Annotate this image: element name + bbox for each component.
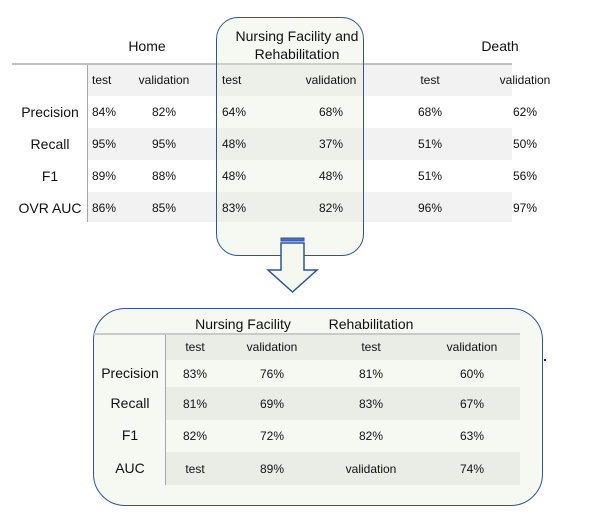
row-label: Precision <box>101 364 159 381</box>
row-label: AUC <box>115 459 145 476</box>
table-cell: 89% <box>259 461 285 476</box>
group-header-nursing: Nursing Facility <box>195 316 291 332</box>
row-band <box>166 452 520 485</box>
table-cell: test <box>185 461 205 476</box>
table-cell: 48% <box>222 169 247 183</box>
column-header: validation <box>499 73 551 87</box>
highlight-box <box>216 17 364 256</box>
table-cell: 95% <box>92 137 117 151</box>
table-cell: 83% <box>222 201 247 215</box>
group-header-death: Death <box>481 38 519 54</box>
dot-mark <box>544 359 546 361</box>
header-divider <box>12 63 512 65</box>
table-cell: 50% <box>512 137 538 151</box>
group-header-home: Home <box>128 38 166 54</box>
table-cell: 60% <box>459 366 485 381</box>
table-cell: 85% <box>151 201 177 215</box>
down-arrow-icon <box>266 237 319 294</box>
table-cell: 83% <box>358 396 384 411</box>
table-cell: validation <box>345 461 397 476</box>
label-divider <box>87 65 88 222</box>
table-cell: 82% <box>182 429 208 443</box>
column-header: validation <box>446 340 498 354</box>
table-cell: 76% <box>259 366 285 381</box>
column-header: validation <box>246 340 298 354</box>
table-cell: 74% <box>459 461 485 476</box>
table-cell: 97% <box>512 201 538 215</box>
table-cell: 64% <box>222 105 247 119</box>
table-cell: 62% <box>512 105 538 119</box>
table-cell: 68% <box>318 105 344 119</box>
table-cell: 82% <box>151 105 177 119</box>
table-cell: 56% <box>512 169 538 183</box>
group-header-nursing-rehab: Nursing Facility and Rehabilitation <box>222 27 372 63</box>
row-label: F1 <box>121 427 139 443</box>
table-cell: 51% <box>417 137 443 151</box>
table-cell: 86% <box>92 201 117 215</box>
label-divider <box>165 335 166 485</box>
table-cell: 82% <box>318 201 344 215</box>
table-cell: 69% <box>259 396 285 411</box>
row-label: Recall <box>30 136 70 152</box>
table-cell: 81% <box>358 366 384 381</box>
group-header-rehab: Rehabilitation <box>328 316 414 332</box>
table-cell: 48% <box>222 137 247 151</box>
column-header: validation <box>305 73 357 87</box>
row-band <box>88 192 512 222</box>
table-cell: 67% <box>459 396 485 411</box>
column-header: test <box>361 340 381 354</box>
table-cell: 96% <box>417 201 443 215</box>
table-cell: 82% <box>358 429 384 443</box>
table-cell: 89% <box>92 169 117 183</box>
column-header: validation <box>138 73 190 87</box>
table-cell: 51% <box>417 169 443 183</box>
table-cell: 88% <box>151 169 177 183</box>
column-header: test <box>185 340 205 354</box>
table-cell: 81% <box>182 396 208 411</box>
row-label: Recall <box>110 394 150 411</box>
column-header: test <box>222 73 242 87</box>
subheader-band <box>88 65 512 96</box>
row-band <box>88 128 512 160</box>
header-divider <box>94 333 520 335</box>
column-header: test <box>420 73 440 87</box>
table-cell: 63% <box>459 429 485 443</box>
table-cell: 48% <box>318 169 344 183</box>
row-band <box>166 387 520 420</box>
row-label: F1 <box>41 168 59 184</box>
group-header-line: Rehabilitation <box>254 46 340 62</box>
row-label: Precision <box>21 104 79 120</box>
group-header-line: Nursing Facility and <box>235 28 359 44</box>
column-header: test <box>92 73 112 87</box>
table-cell: 95% <box>151 137 177 151</box>
table-cell: 68% <box>417 105 443 119</box>
table-cell: 72% <box>259 429 285 443</box>
row-label: OVR AUC <box>18 200 82 216</box>
subheader-band <box>166 335 520 360</box>
table-cell: 83% <box>182 366 208 381</box>
table-cell: 84% <box>92 105 117 119</box>
table-cell: 37% <box>318 137 344 151</box>
